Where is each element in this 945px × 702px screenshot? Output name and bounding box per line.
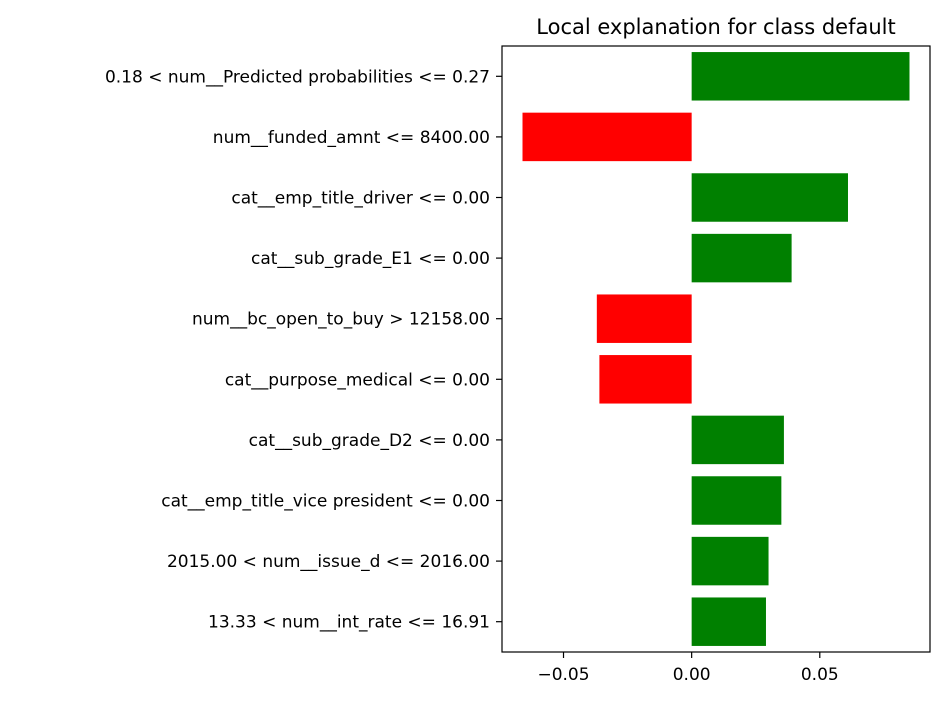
- x-tick-label: 0.05: [801, 665, 839, 685]
- x-axis-ticks: −0.05 0.00 0.05: [537, 652, 839, 685]
- y-tick-label: 13.33 < num__int_rate <= 16.91: [208, 613, 490, 633]
- bar-5: [599, 355, 692, 404]
- plot-frame: [501, 45, 931, 653]
- y-axis-ticks: 0.18 < num__Predicted probabilities <= 0…: [105, 67, 502, 633]
- bars-group: [522, 52, 910, 646]
- x-tick-label: −0.05: [537, 665, 589, 685]
- chart-title: Local explanation for class default: [536, 15, 895, 39]
- y-tick-label: num__bc_open_to_buy > 12158.00: [192, 310, 490, 330]
- y-tick-label: cat__emp_title_vice president <= 0.00: [161, 492, 490, 512]
- y-tick-label: cat__sub_grade_E1 <= 0.00: [251, 249, 490, 269]
- bar-3: [691, 233, 792, 283]
- y-tick-label: 2015.00 < num__issue_d <= 2016.00: [167, 552, 490, 572]
- x-tick-label: 0.00: [673, 665, 711, 685]
- bar-8: [691, 536, 769, 586]
- bar-6: [691, 415, 784, 465]
- y-tick-label: num__funded_amnt <= 8400.00: [213, 128, 490, 148]
- bar-7: [691, 476, 782, 525]
- bar-0: [691, 52, 910, 101]
- bar-4: [596, 294, 692, 343]
- y-tick-label: cat__emp_title_driver <= 0.00: [231, 189, 490, 209]
- bar-2: [691, 173, 848, 222]
- bar-1: [522, 112, 692, 162]
- y-tick-label: cat__purpose_medical <= 0.00: [225, 370, 490, 390]
- y-tick-label: cat__sub_grade_D2 <= 0.00: [249, 431, 490, 451]
- y-tick-label: 0.18 < num__Predicted probabilities <= 0…: [105, 67, 490, 87]
- bar-9: [691, 597, 766, 646]
